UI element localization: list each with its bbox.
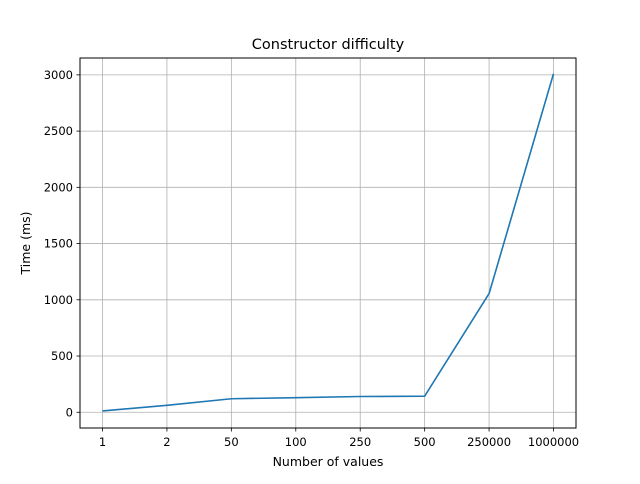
x-tick-label: 50 xyxy=(224,435,239,449)
grid-lines xyxy=(80,58,576,428)
x-tick-label: 500 xyxy=(414,435,436,449)
plot-frame xyxy=(79,57,577,429)
series-layer xyxy=(102,73,555,412)
x-tick-label: 2 xyxy=(163,435,170,449)
y-tick-label: 2000 xyxy=(44,180,73,194)
x-axis-ticks: 1 2 50 100 250 500 250000 1000000 xyxy=(99,428,579,449)
chart-title: Constructor difficulty xyxy=(252,37,405,53)
y-tick-label: 3000 xyxy=(44,68,73,82)
x-axis-label: Number of values xyxy=(273,454,384,469)
y-tick-label: 2500 xyxy=(44,124,73,138)
x-tick-label: 1000000 xyxy=(528,435,579,449)
y-axis-label: Time (ms) xyxy=(18,211,33,275)
y-tick-label: 1000 xyxy=(44,293,73,307)
series-line xyxy=(102,73,555,412)
x-tick-label: 250000 xyxy=(467,435,511,449)
y-axis-ticks: 0 500 1000 1500 2000 2500 3000 xyxy=(44,68,80,419)
x-tick-label: 1 xyxy=(99,435,106,449)
y-tick-label: 0 xyxy=(66,405,73,419)
x-tick-label: 100 xyxy=(285,435,307,449)
y-tick-label: 1500 xyxy=(44,237,73,251)
x-tick-label: 250 xyxy=(349,435,371,449)
y-tick-label: 500 xyxy=(51,349,73,363)
